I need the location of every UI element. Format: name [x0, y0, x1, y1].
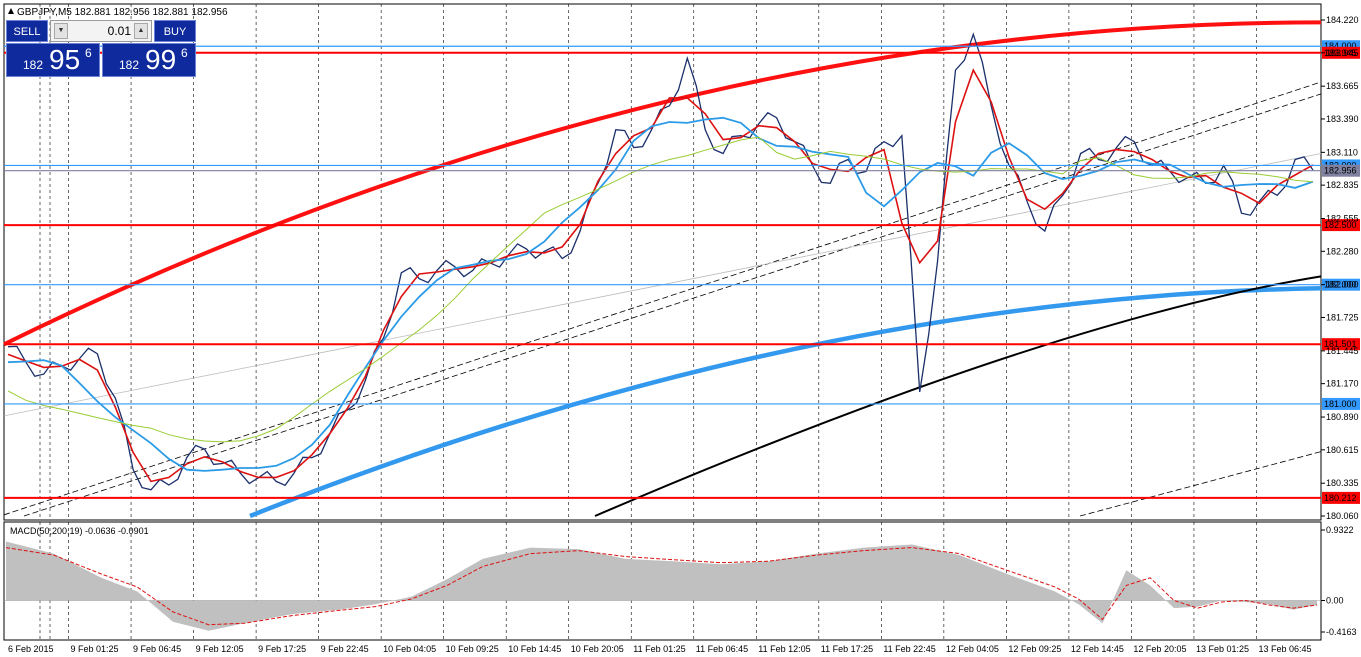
- time-axis-label: 9 Feb 17:25: [258, 644, 306, 654]
- one-click-trading-panel: SELL ▼ ▲ BUY 182 95 6 182 99 6: [6, 20, 196, 77]
- macd-panel: [4, 541, 1321, 631]
- level-price-label: 181.000: [1324, 399, 1357, 409]
- buy-price-handle: 182: [119, 58, 140, 72]
- level-price-label: 182.956: [1324, 166, 1357, 176]
- price-axis-label: 180.060: [1326, 511, 1359, 521]
- collapse-triangle-icon[interactable]: [8, 8, 14, 14]
- indicator-axis-label: -0.4163: [1326, 627, 1357, 637]
- buy-price-fraction: 6: [181, 46, 188, 60]
- time-axis-label: 9 Feb 06:45: [133, 644, 181, 654]
- symbol-title: GBPJPY,M5 182.881 182.956 182.881 182.95…: [17, 7, 228, 18]
- lot-size-stepper: ▼ ▲: [50, 20, 152, 42]
- indicator-title: MACD(50,200,19) -0.0636 -0.0901: [10, 526, 149, 536]
- time-axis-label: 11 Feb 06:45: [696, 644, 748, 654]
- buy-price-pips: 99: [145, 44, 177, 75]
- sell-price-handle: 182: [23, 58, 44, 72]
- time-axis-label: 12 Feb 09:25: [1008, 644, 1061, 654]
- level-price-label: 181.501: [1324, 339, 1357, 349]
- trend-arc-red: [3, 20, 1322, 347]
- price-axis-label: 180.615: [1326, 445, 1359, 455]
- price-axis-label: 180.335: [1326, 478, 1359, 488]
- time-axis-label: 10 Feb 20:05: [571, 644, 624, 654]
- price-axis-label: 182.000: [1326, 280, 1359, 290]
- time-axis-label: 12 Feb 20:05: [1133, 644, 1186, 654]
- price-axis-label: 182.555: [1326, 214, 1359, 224]
- sell-price-pips: 95: [49, 44, 81, 75]
- time-axis-label: 10 Feb 04:05: [383, 644, 436, 654]
- sell-price-quote[interactable]: 182 95 6: [6, 43, 100, 77]
- time-axis-label: 12 Feb 04:05: [946, 644, 999, 654]
- level-price-label: 182.500: [1324, 220, 1357, 230]
- channel-line: [1079, 451, 1322, 517]
- axes: 6 Feb 2015 9 Feb 01:25 9 Feb 06:45 9 Feb 12…: [8, 15, 1359, 654]
- grid: [39, 4, 1257, 640]
- price-axis-label: 181.170: [1326, 379, 1359, 389]
- level-price-tag: [1322, 491, 1360, 504]
- price-axis-label: 183.665: [1326, 81, 1359, 91]
- ma-fast-line: [7, 68, 1314, 483]
- price-axis-label: 184.220: [1326, 15, 1359, 25]
- indicator-axis-label: 0.9322: [1326, 525, 1354, 535]
- time-axis-label: 13 Feb 01:25: [1196, 644, 1249, 654]
- price-axis-label: 182.835: [1326, 180, 1359, 190]
- level-price-tag: [1322, 397, 1360, 410]
- time-axis-label: 11 Feb 01:25: [633, 644, 685, 654]
- price-axis-label: 181.725: [1326, 312, 1359, 322]
- time-axis-label: 9 Feb 22:45: [321, 644, 369, 654]
- time-axis-label: 6 Feb 2015: [8, 644, 54, 654]
- channel-line: [23, 93, 1322, 517]
- time-axis-label: 9 Feb 01:25: [71, 644, 119, 654]
- ma-medium-line: [7, 116, 1314, 472]
- price-axis-label: 183.945: [1326, 48, 1359, 58]
- time-axis-label: 11 Feb 17:25: [821, 644, 873, 654]
- sell-price-fraction: 6: [85, 46, 92, 60]
- main-plot-frame: [3, 3, 1322, 521]
- ma-slow-line: [7, 136, 1314, 443]
- price-axis-label: 183.390: [1326, 114, 1359, 124]
- level-price-tag: [1322, 164, 1360, 177]
- level-price-label: 183.945: [1324, 48, 1357, 58]
- level-price-label: 180.212: [1324, 493, 1357, 503]
- macd-signal-line: [5, 547, 1318, 626]
- time-axis-label: 10 Feb 14:45: [508, 644, 561, 654]
- trend-arc-blue: [249, 286, 1322, 519]
- time-axis-label: 13 Feb 06:45: [1258, 644, 1311, 654]
- level-price-tag: [1322, 46, 1360, 59]
- time-axis-label: 11 Feb 22:45: [883, 644, 935, 654]
- level-price-tag: [1322, 219, 1360, 232]
- time-axis-label: 10 Feb 09:25: [446, 644, 499, 654]
- buy-button[interactable]: BUY: [154, 20, 196, 42]
- price-axis-label: 180.890: [1326, 412, 1359, 422]
- horizontal-levels[interactable]: 184.000183.945183.000182.956182.500182.0…: [4, 40, 1360, 504]
- channel-line: [3, 81, 1322, 516]
- lot-decrease-icon[interactable]: ▼: [54, 23, 68, 39]
- time-axis-label: 12 Feb 14:45: [1071, 644, 1124, 654]
- sell-button[interactable]: SELL: [6, 20, 48, 42]
- time-axis-label: 11 Feb 12:05: [758, 644, 810, 654]
- trend-arc-black: [594, 275, 1322, 517]
- price-series: [7, 32, 1314, 491]
- macd-histogram: [6, 541, 1317, 631]
- level-price-tag: [1322, 338, 1360, 351]
- price-axis-label: 182.280: [1326, 246, 1359, 256]
- level-price-label: 182.000: [1324, 280, 1357, 290]
- level-price-label: 184.000: [1324, 41, 1357, 51]
- time-axis-label: 9 Feb 12:05: [196, 644, 244, 654]
- level-price-tag: [1322, 278, 1360, 291]
- price-axis-label: 183.110: [1326, 147, 1358, 157]
- trend-lines: [3, 20, 1322, 519]
- indicator-axis-label: 0.00: [1326, 596, 1344, 606]
- price-axis-label: 181.445: [1326, 346, 1359, 356]
- lot-size-input[interactable]: [71, 23, 131, 39]
- lot-increase-icon[interactable]: ▲: [134, 23, 148, 39]
- buy-price-quote[interactable]: 182 99 6: [102, 43, 196, 77]
